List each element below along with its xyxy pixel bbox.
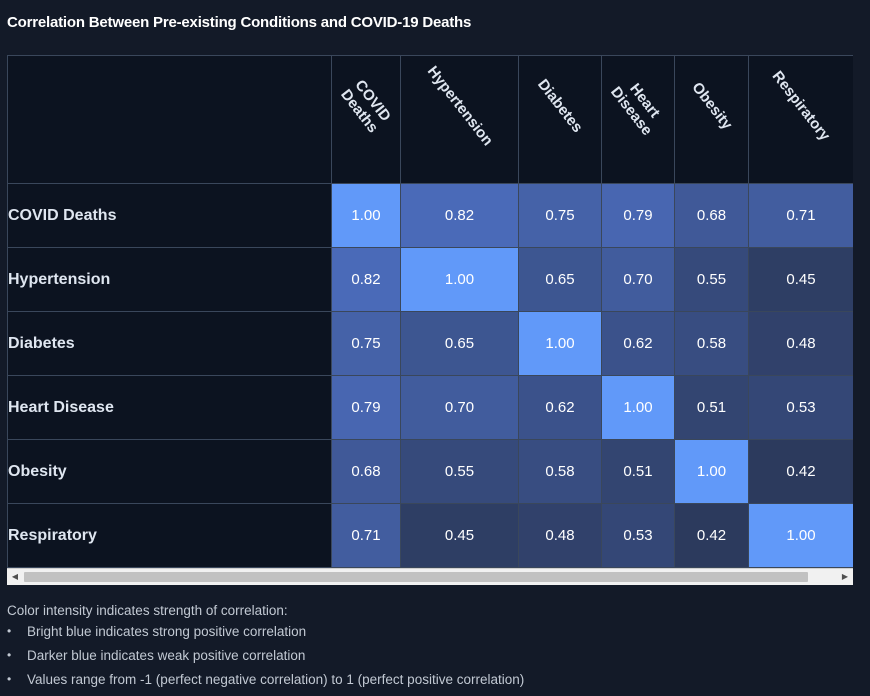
heatmap-body: COVID Deaths 1.00 0.82 0.75 0.79 0.68 0.71 Hype… (7, 183, 853, 568)
heatmap-cell: 0.75 (518, 183, 602, 248)
heatmap-cell: 0.55 (674, 247, 749, 312)
row-label: Diabetes (7, 311, 332, 376)
heatmap-cell: 0.71 (748, 183, 853, 248)
heatmap-cell: 0.48 (748, 311, 853, 376)
heatmap-cell: 0.68 (331, 439, 401, 504)
heatmap-row: Heart Disease 0.79 0.70 0.62 1.00 0.51 0.53 (7, 375, 853, 440)
notes-item-text: Bright blue indicates strong positive co… (27, 624, 307, 639)
notes-item-text: Darker blue indicates weak positive corr… (27, 648, 306, 663)
scrollbar-thumb[interactable] (24, 572, 808, 582)
heatmap-cell: 0.58 (674, 311, 749, 376)
heatmap-cell: 0.62 (518, 375, 602, 440)
row-label: Hypertension (7, 247, 332, 312)
heatmap-cell: 1.00 (400, 247, 519, 312)
heatmap-cell: 0.45 (400, 503, 519, 568)
heatmap-cell: 0.79 (601, 183, 675, 248)
column-header: Hypertension (400, 55, 519, 184)
column-label: Diabetes (534, 76, 586, 136)
heatmap-row: Hypertension 0.82 1.00 0.65 0.70 0.55 0.45 (7, 247, 853, 312)
scroll-left-arrow-icon[interactable]: ◀ (11, 572, 19, 581)
heatmap-cell: 1.00 (518, 311, 602, 376)
heatmap-cell: 1.00 (331, 183, 401, 248)
column-header: COVID Deaths (331, 55, 401, 184)
heatmap-cell: 0.82 (400, 183, 519, 248)
bullet-icon: • (7, 672, 12, 686)
heatmap-row: Respiratory 0.71 0.45 0.48 0.53 0.42 1.00 (7, 503, 853, 568)
correlation-heatmap: COVID Deaths Hypertension Diabetes Heart Di… (7, 55, 853, 568)
column-label: Hypertension (423, 62, 496, 150)
notes-item-text: Values range from -1 (perfect negative c… (27, 672, 525, 687)
heatmap-cell: 0.48 (518, 503, 602, 568)
bullet-icon: • (7, 624, 12, 638)
heatmap-cell: 0.79 (331, 375, 401, 440)
bullet-icon: • (7, 648, 12, 662)
heatmap-cell: 0.42 (674, 503, 749, 568)
heatmap-cell: 0.53 (748, 375, 853, 440)
heatmap-cell: 0.42 (748, 439, 853, 504)
corner-cell (7, 55, 332, 184)
row-label: COVID Deaths (7, 183, 332, 248)
row-label: Respiratory (7, 503, 332, 568)
legend-notes: Color intensity indicates strength of co… (7, 602, 524, 695)
notes-list-item: • Bright blue indicates strong positive c… (7, 623, 524, 647)
heatmap-cell: 0.45 (748, 247, 853, 312)
heatmap-cell: 0.58 (518, 439, 602, 504)
column-header: Heart Disease (601, 55, 675, 184)
heatmap-cell: 0.82 (331, 247, 401, 312)
heatmap-cell: 0.65 (400, 311, 519, 376)
column-label: COVID Deaths (337, 76, 395, 137)
heatmap-container: COVID Deaths Hypertension Diabetes Heart Di… (7, 55, 853, 568)
column-header: Diabetes (518, 55, 602, 184)
column-header-row: COVID Deaths Hypertension Diabetes Heart Di… (7, 55, 853, 184)
heatmap-row: Diabetes 0.75 0.65 1.00 0.62 0.58 0.48 (7, 311, 853, 376)
column-header: Respiratory (748, 55, 853, 184)
heatmap-cell: 1.00 (601, 375, 675, 440)
heatmap-cell: 0.71 (331, 503, 401, 568)
heatmap-cell: 0.51 (674, 375, 749, 440)
heatmap-row: Obesity 0.68 0.55 0.58 0.51 1.00 0.42 (7, 439, 853, 504)
notes-list-item: • Darker blue indicates weak positive cor… (7, 647, 524, 671)
notes-list-item: • Values range from -1 (perfect negative … (7, 671, 524, 695)
column-header: Obesity (674, 55, 749, 184)
column-label: Obesity (687, 79, 736, 133)
heatmap-cell: 0.53 (601, 503, 675, 568)
horizontal-scrollbar[interactable]: ◀ ▶ (7, 568, 853, 585)
row-label: Heart Disease (7, 375, 332, 440)
heatmap-cell: 0.70 (400, 375, 519, 440)
heatmap-cell: 0.62 (601, 311, 675, 376)
heatmap-cell: 1.00 (748, 503, 853, 568)
notes-heading: Color intensity indicates strength of co… (7, 603, 288, 618)
scroll-right-arrow-icon[interactable]: ▶ (841, 572, 849, 581)
heatmap-cell: 0.70 (601, 247, 675, 312)
page-title: Correlation Between Pre-existing Conditi… (7, 14, 472, 31)
notes-list: • Bright blue indicates strong positive c… (7, 623, 524, 695)
heatmap-cell: 0.51 (601, 439, 675, 504)
row-label: Obesity (7, 439, 332, 504)
heatmap-cell: 0.75 (331, 311, 401, 376)
heatmap-cell: 0.68 (674, 183, 749, 248)
heatmap-cell: 0.55 (400, 439, 519, 504)
column-label: Heart Disease (607, 80, 664, 139)
heatmap-cell: 0.65 (518, 247, 602, 312)
column-label: Respiratory (768, 67, 834, 145)
heatmap-cell: 1.00 (674, 439, 749, 504)
heatmap-row: COVID Deaths 1.00 0.82 0.75 0.79 0.68 0.71 (7, 183, 853, 248)
